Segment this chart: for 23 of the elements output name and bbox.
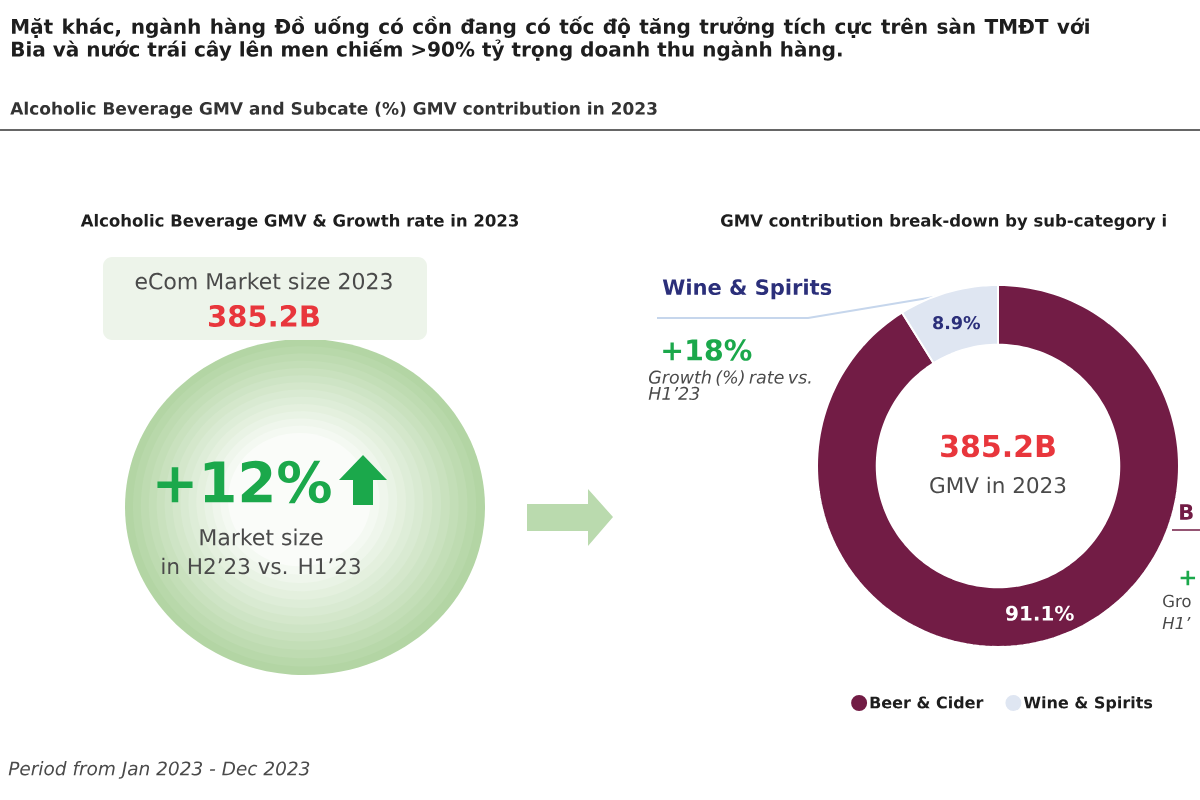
text: +12% [157, 460, 331, 504]
text: in H2’23 vs. H1’23 [162, 557, 360, 575]
chart-title: GMV contribution break-down by sub-category i [721, 213, 1166, 231]
text: 385.2B [941, 434, 1055, 458]
text: B [1180, 504, 1193, 520]
text: Wine & Spirits [662, 278, 832, 300]
legend-label: Wine & Spirits [1023, 696, 1153, 712]
text: Gro [1163, 594, 1191, 608]
text: GMV in 2023 [930, 476, 1066, 494]
legend-label: Beer & Cider [870, 696, 984, 709]
text: 385.2B [209, 305, 319, 327]
data-label: 8.9% [933, 316, 981, 330]
text: Growth (%) rate vs. H1’23 [648, 370, 811, 401]
text: eCom Market size 2023 [135, 272, 392, 290]
text: H1’ [1162, 616, 1191, 629]
text: Mặt khác, ngành hàng Đồ uống có cồn đang có tốc độ tăng trưởng tích cực trên sàn TMĐT với Bia và nước trái cây lên men chiếm >90% tỷ trọng doanh thu ngành hàng. [12, 16, 1089, 61]
text: +18% [663, 339, 752, 361]
text: + [1180, 570, 1196, 586]
text: Period from Jan 2023 - Dec 2023 [8, 761, 310, 779]
text: Alcoholic Beverage GMV and Subcate (%) GMV contribution in 2023 [10, 101, 657, 119]
data-label: 91.1% [1006, 605, 1074, 621]
text: Alcoholic Beverage GMV & Growth rate in 2023 [80, 213, 519, 231]
text: Market size [200, 528, 323, 546]
